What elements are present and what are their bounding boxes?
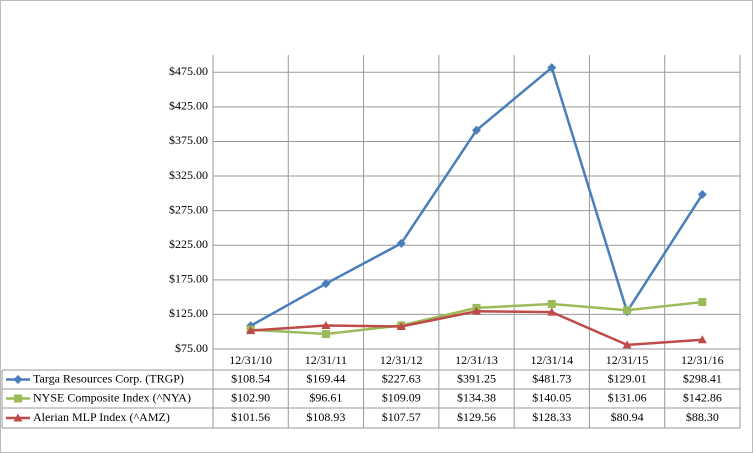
marker	[396, 238, 406, 248]
y-tick-label: $75.00	[175, 341, 208, 355]
x-tick-label: 12/31/13	[455, 353, 498, 367]
marker	[472, 125, 481, 135]
marker	[14, 394, 22, 403]
table-cell: $108.93	[306, 410, 345, 424]
legend-label: NYSE Composite Index (^NYA)	[33, 390, 191, 404]
table-cell: $102.90	[231, 390, 270, 404]
table-cell: $169.44	[306, 371, 345, 385]
marker	[13, 413, 23, 422]
table-cell: $80.94	[611, 410, 644, 424]
table-cell: $142.86	[683, 390, 722, 404]
y-tick-label: $275.00	[169, 202, 208, 216]
y-tick-label: $425.00	[169, 99, 208, 113]
marker	[246, 326, 256, 335]
table-cell: $88.30	[686, 410, 719, 424]
table-cell: $131.06	[608, 390, 647, 404]
table-cell: $101.56	[231, 410, 270, 424]
x-tick-label: 12/31/12	[380, 353, 423, 367]
marker	[622, 340, 632, 349]
table-cell: $298.41	[683, 371, 722, 385]
legend-label: Alerian MLP Index (^AMZ)	[33, 410, 170, 424]
table-cell: $108.54	[231, 371, 270, 385]
legend-label: Targa Resources Corp. (TRGP)	[33, 371, 184, 385]
table-cell: $96.61	[309, 390, 342, 404]
table-cell: $391.25	[457, 371, 496, 385]
x-tick-label: 12/31/10	[229, 353, 272, 367]
marker	[396, 321, 406, 330]
marker	[697, 335, 707, 344]
marker	[547, 300, 556, 309]
marker	[698, 298, 707, 307]
marker	[321, 330, 330, 339]
y-tick-label: $325.00	[169, 168, 208, 182]
table-cell: $481.73	[532, 371, 571, 385]
table-cell: $129.56	[457, 410, 496, 424]
table-cell: $140.05	[532, 390, 571, 404]
x-tick-label: 12/31/15	[606, 353, 649, 367]
marker	[623, 306, 632, 315]
table-cell: $129.01	[608, 371, 647, 385]
table-cell: $227.63	[382, 371, 421, 385]
marker	[547, 307, 557, 316]
y-tick-label: $175.00	[169, 272, 208, 286]
y-tick-label: $475.00	[169, 64, 208, 78]
marker	[321, 321, 331, 330]
series-line	[250, 65, 704, 327]
marker	[697, 189, 707, 199]
x-tick-label: 12/31/16	[681, 353, 724, 367]
table-cell: $128.33	[532, 410, 571, 424]
marker	[321, 279, 331, 289]
y-tick-label: $375.00	[169, 133, 208, 147]
x-tick-label: 12/31/11	[305, 353, 347, 367]
marker	[547, 63, 557, 73]
series-line	[250, 310, 703, 347]
marker	[13, 375, 23, 384]
table-cell: $109.09	[382, 390, 421, 404]
x-tick-label: 12/31/14	[530, 353, 573, 367]
table-cell: $134.38	[457, 390, 496, 404]
table-cell: $107.57	[382, 410, 421, 424]
y-tick-label: $125.00	[169, 306, 208, 320]
y-tick-label: $225.00	[169, 237, 208, 251]
marker	[472, 306, 481, 315]
